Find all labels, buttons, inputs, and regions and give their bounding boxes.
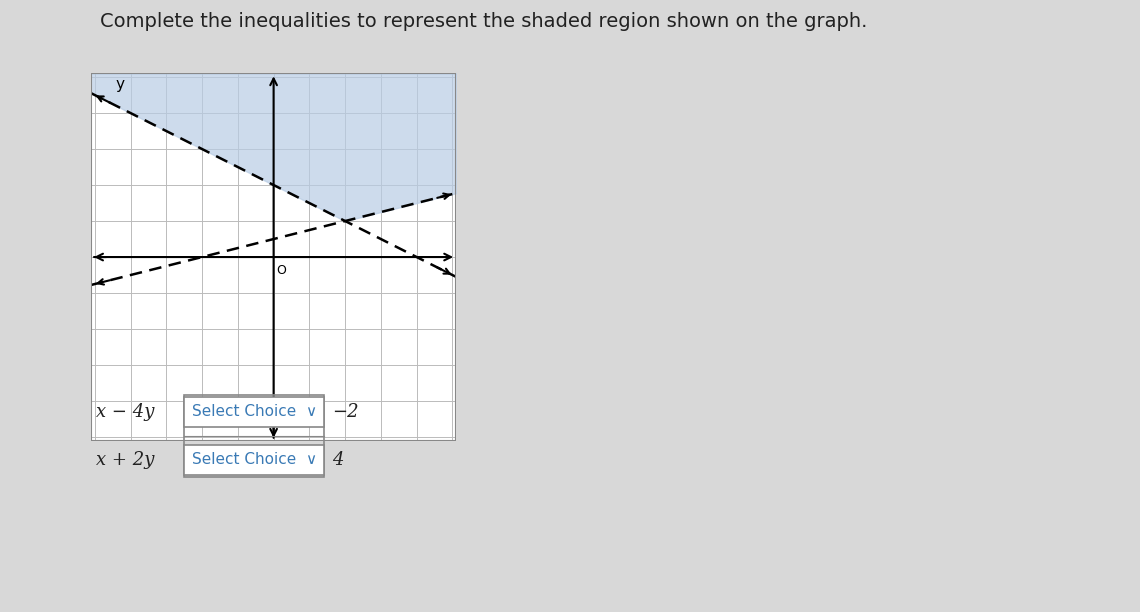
Text: x − 4y: x − 4y xyxy=(96,403,155,421)
Text: Select Choice  ∨: Select Choice ∨ xyxy=(192,452,317,468)
Text: x + 2y: x + 2y xyxy=(96,451,155,469)
Text: Complete the inequalities to represent the shaded region shown on the graph.: Complete the inequalities to represent t… xyxy=(100,12,868,31)
Text: 4: 4 xyxy=(332,451,343,469)
Text: O: O xyxy=(276,264,286,277)
Bar xyxy=(185,445,324,475)
Text: Select Choice  ∨: Select Choice ∨ xyxy=(192,405,317,419)
Text: −2: −2 xyxy=(332,403,359,421)
Bar xyxy=(91,73,456,441)
Text: y: y xyxy=(116,77,125,92)
Bar xyxy=(185,397,324,427)
Bar xyxy=(185,395,324,477)
